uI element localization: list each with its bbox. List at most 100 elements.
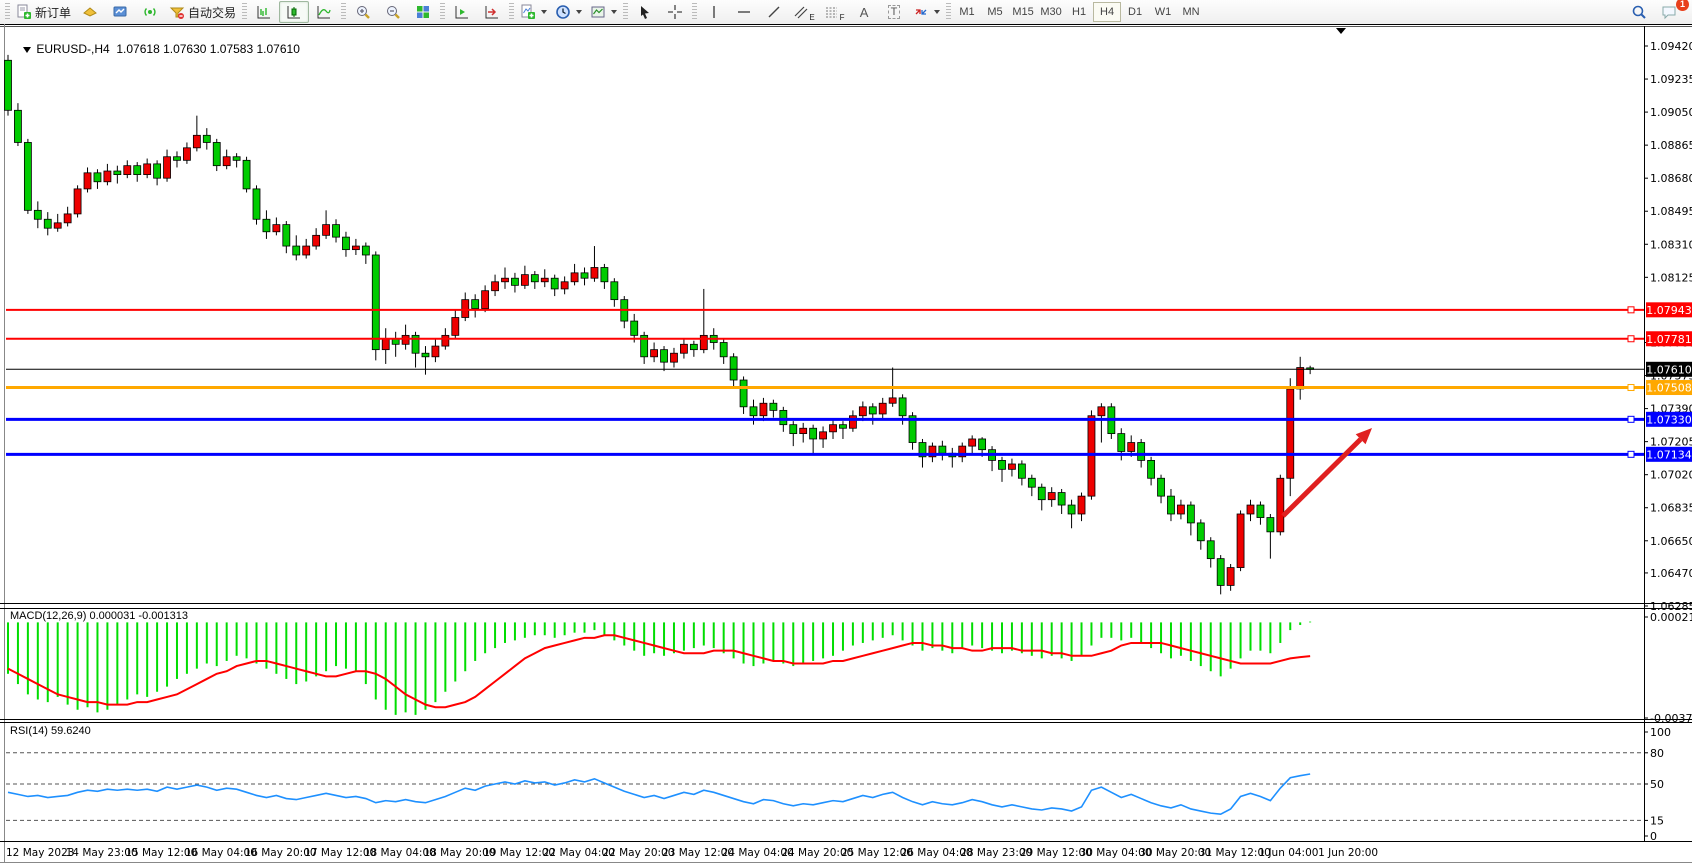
signals-button[interactable]	[135, 1, 165, 23]
metaeditor-button[interactable]	[75, 1, 105, 23]
time-axis-label[interactable]: 18 May 20:00	[423, 847, 495, 859]
time-axis-label[interactable]: 25 May 12:00	[841, 847, 913, 859]
timeframe-M1[interactable]: M1	[959, 6, 975, 18]
fibonacci-button[interactable]: F	[819, 1, 849, 23]
timeframe-W1[interactable]: W1	[1154, 6, 1172, 18]
timeframe-H4[interactable]: H4	[1093, 2, 1122, 22]
timeframe-M30[interactable]: M30	[1040, 6, 1062, 18]
profile-charts-button[interactable]	[105, 1, 135, 23]
candle	[361, 242, 370, 264]
time-axis-label[interactable]: 17 May 12:00	[304, 847, 376, 859]
candle	[262, 210, 271, 239]
auto-scroll-button[interactable]	[447, 1, 477, 23]
candle	[431, 338, 440, 363]
text-label-button[interactable]: T	[879, 1, 909, 23]
time-axis-label[interactable]: 22 May 20:00	[602, 847, 674, 859]
candle	[222, 149, 231, 170]
tile-windows-button[interactable]	[408, 1, 438, 23]
time-axis-label[interactable]: 15 May 12:00	[125, 847, 197, 859]
candle	[610, 278, 619, 307]
candle	[530, 271, 539, 289]
chart-symbol-collapse-icon[interactable]	[23, 46, 32, 53]
chart-canvas[interactable]: 1.09420 1.09235 1.09050 1.08865 1.08680 1.084…	[0, 24, 1692, 864]
time-axis-label[interactable]: 30 May 04:00	[1080, 847, 1152, 859]
timeframe-D1[interactable]: D1	[1128, 6, 1143, 18]
price-axis-tick-label: 1.07205	[1650, 436, 1692, 449]
time-axis-label[interactable]: 16 May 04:00	[185, 847, 257, 859]
candlestick-chart-button[interactable]	[279, 1, 310, 23]
time-axis-label[interactable]: 26 May 04:00	[901, 847, 973, 859]
line-chart-button[interactable]	[309, 1, 339, 23]
bar-chart-button[interactable]	[249, 1, 279, 23]
search-button[interactable]	[1624, 1, 1654, 23]
price-axis-tick-label: 1.06285	[1650, 600, 1692, 613]
indicators-dropdown-icon[interactable]	[541, 10, 548, 14]
indicators-button[interactable]	[516, 1, 551, 23]
time-axis-label[interactable]: 19 May 12:00	[483, 847, 555, 859]
candle	[560, 276, 569, 295]
time-axis-label[interactable]: 29 May 12:00	[1020, 847, 1092, 859]
candle	[292, 235, 301, 261]
chat-button[interactable]: 1	[1654, 0, 1689, 23]
algo-trading-button[interactable]: 自动交易	[165, 1, 240, 23]
zoom-out-button[interactable]	[378, 1, 408, 23]
periods-dropdown-icon[interactable]	[576, 10, 583, 14]
templates-button[interactable]	[586, 1, 621, 23]
price-line-handle[interactable]	[1627, 384, 1635, 392]
time-axis-label[interactable]: 12 May 2023	[6, 847, 74, 859]
periods-button[interactable]	[551, 1, 586, 23]
timeframe-M15[interactable]: M15	[1012, 6, 1034, 18]
candle	[192, 115, 201, 152]
time-axis-label[interactable]: 28 May 23:00	[960, 847, 1032, 859]
time-axis-label[interactable]: 18 May 04:00	[364, 847, 436, 859]
price-axis-tick-label: 1.06650	[1650, 535, 1692, 548]
time-axis-label[interactable]: 24 May 20:00	[781, 847, 853, 859]
arrows-button[interactable]	[909, 1, 944, 23]
time-axis-label[interactable]: 31 May 12:00	[1199, 847, 1271, 859]
cursor-button[interactable]	[630, 1, 660, 23]
price-line-handle[interactable]	[1627, 306, 1635, 314]
crosshair-button[interactable]	[660, 1, 690, 23]
candle	[650, 342, 658, 363]
timeframe-H1[interactable]: H1	[1072, 6, 1087, 18]
price-axis-tick-label: 1.06470	[1650, 567, 1692, 580]
trend-arrow-head[interactable]	[1355, 428, 1372, 445]
time-axis-label[interactable]: 23 May 12:00	[662, 847, 734, 859]
time-axis-label[interactable]: 1 Jun 04:00	[1258, 847, 1318, 859]
group-grip	[440, 3, 446, 21]
zoom-in-button[interactable]	[348, 1, 378, 23]
timeframe-MN[interactable]: MN	[1182, 6, 1200, 18]
chart-background[interactable]	[0, 24, 1692, 864]
arrows-dropdown-icon[interactable]	[934, 10, 941, 14]
time-axis-label[interactable]: 14 May 23:00	[66, 847, 138, 859]
time-axis-label[interactable]: 22 May 04:00	[543, 847, 615, 859]
price-level-label-box	[1646, 446, 1692, 462]
equidistant-channel-button[interactable]: E	[789, 1, 819, 23]
candle	[839, 421, 847, 439]
chart-title-symbol: EURUSD-,H4	[36, 42, 110, 56]
time-axis-label[interactable]: 24 May 04:00	[722, 847, 794, 859]
time-axis-label[interactable]: 30 May 20:00	[1139, 847, 1211, 859]
time-axis-label[interactable]: 16 May 20:00	[245, 847, 317, 859]
new-order-button[interactable]: 新订单	[12, 1, 75, 23]
trendline-button[interactable]	[759, 1, 789, 23]
chart-window[interactable]: 1.09420 1.09235 1.09050 1.08865 1.08680 1.084…	[0, 24, 1692, 864]
price-line-handle[interactable]	[1627, 415, 1635, 423]
text-button[interactable]: A	[849, 1, 879, 23]
candle	[1157, 474, 1165, 504]
time-axis-label[interactable]: 1 Jun 20:00	[1318, 847, 1378, 859]
chart-shift-button[interactable]	[477, 1, 507, 23]
trend-arrow-annotation[interactable]	[1281, 437, 1363, 518]
price-line-handle[interactable]	[1627, 450, 1635, 458]
price-level-label-box	[1646, 302, 1692, 318]
candle	[401, 324, 410, 350]
timeframe-M5[interactable]: M5	[987, 6, 1003, 18]
chart-shift-marker[interactable]	[1336, 28, 1346, 34]
indicators-icon	[521, 4, 536, 19]
vertical-line-button[interactable]	[699, 1, 729, 23]
candle	[143, 158, 152, 179]
candle	[481, 285, 490, 313]
templates-dropdown-icon[interactable]	[611, 10, 618, 14]
horizontal-line-button[interactable]	[729, 1, 759, 23]
price-line-handle[interactable]	[1627, 335, 1635, 343]
